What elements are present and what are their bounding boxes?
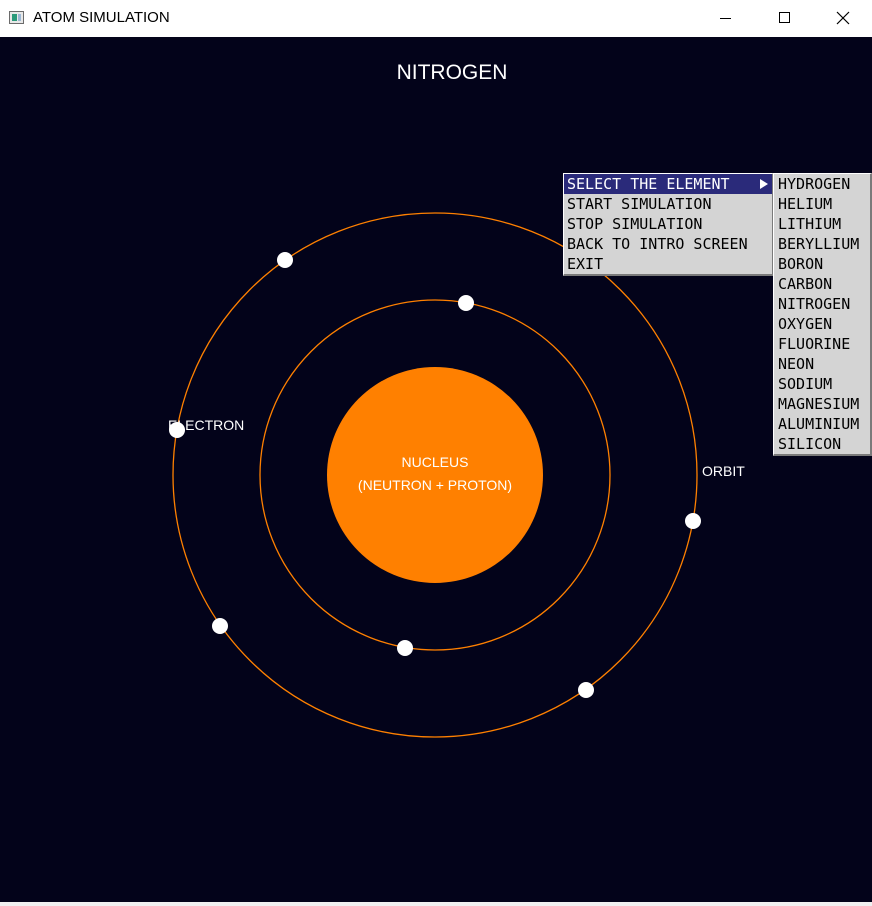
electron-label: ELECTRON: [168, 417, 245, 433]
title-bar: ATOM SIMULATION: [0, 0, 872, 37]
submenu-item-sodium[interactable]: SODIUM: [778, 375, 833, 393]
electron: [397, 640, 413, 656]
submenu-item-oxygen[interactable]: OXYGEN: [778, 315, 833, 333]
nucleus-sublabel: (NEUTRON + PROTON): [357, 477, 513, 493]
electron: [277, 252, 293, 268]
submenu-item-helium[interactable]: HELIUM: [778, 195, 833, 213]
close-icon: [836, 11, 850, 25]
nucleus: [327, 367, 543, 583]
window-bottom-edge: [0, 902, 872, 906]
submenu-item-silicon[interactable]: SILICON: [778, 435, 842, 453]
electron: [578, 682, 594, 698]
electron: [169, 422, 185, 438]
minimize-icon: [720, 18, 731, 19]
element-submenu: HYDROGEN HELIUM LITHIUM BERYLLIUM BORON …: [773, 173, 872, 456]
submenu-item-beryllium[interactable]: BERYLLIUM: [778, 235, 860, 253]
submenu-item-boron[interactable]: BORON: [778, 255, 824, 273]
submenu-item-magnesium[interactable]: MAGNESIUM: [778, 395, 860, 413]
submenu-arrow-icon: [760, 179, 768, 189]
menu-item-stop-simulation[interactable]: STOP SIMULATION: [567, 215, 703, 233]
close-button[interactable]: [814, 0, 872, 37]
submenu-item-fluorine[interactable]: FLUORINE: [778, 335, 851, 353]
maximize-button[interactable]: [756, 0, 814, 37]
menu-item-start-simulation[interactable]: START SIMULATION: [567, 195, 712, 213]
nucleus-label: NUCLEUS: [401, 454, 469, 470]
submenu-item-aluminium[interactable]: ALUMINIUM: [778, 415, 860, 433]
maximize-icon: [779, 12, 790, 23]
orbit-label: ORBIT: [702, 463, 745, 479]
element-title: NITROGEN: [396, 61, 508, 84]
submenu-item-carbon[interactable]: CARBON: [778, 275, 833, 293]
context-menu: SELECT THE ELEMENT START SIMULATION STOP…: [563, 173, 774, 276]
submenu-item-nitrogen[interactable]: NITROGEN: [778, 295, 851, 313]
submenu-item-hydrogen[interactable]: HYDROGEN: [778, 175, 851, 193]
submenu-item-lithium[interactable]: LITHIUM: [778, 215, 842, 233]
window-title: ATOM SIMULATION: [33, 9, 170, 26]
minimize-button[interactable]: [698, 0, 756, 37]
menu-item-label: SELECT THE ELEMENT: [567, 175, 730, 193]
outer-orbit: [172, 212, 698, 738]
menu-item-exit[interactable]: EXIT: [567, 255, 604, 273]
submenu-item-neon[interactable]: NEON: [778, 355, 815, 373]
electron: [685, 513, 701, 529]
menu-item-select-element[interactable]: SELECT THE ELEMENT: [564, 174, 772, 194]
inner-orbit: [259, 299, 611, 651]
menu-item-back-to-intro[interactable]: BACK TO INTRO SCREEN: [567, 235, 748, 253]
electron: [212, 618, 228, 634]
app-icon: [9, 11, 24, 24]
electron: [458, 295, 474, 311]
